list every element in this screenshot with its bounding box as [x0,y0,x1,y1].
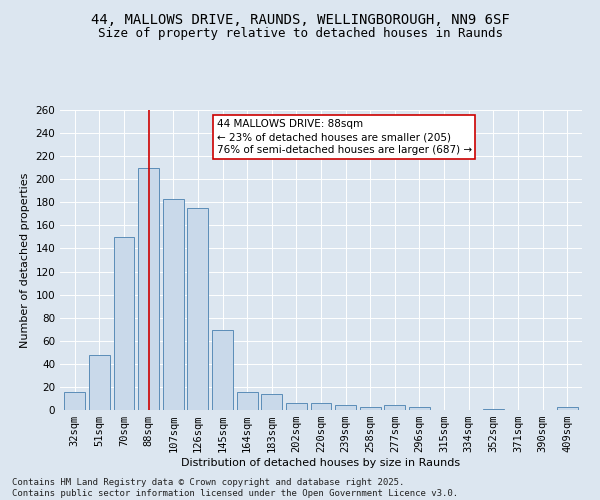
X-axis label: Distribution of detached houses by size in Raunds: Distribution of detached houses by size … [181,458,461,468]
Bar [236,392,257,410]
Bar [113,237,134,410]
Bar [483,409,504,410]
Bar [138,168,159,410]
Bar [187,208,208,410]
Bar [360,406,381,410]
Bar [286,403,307,410]
Bar [261,394,282,410]
Text: 44 MALLOWS DRIVE: 88sqm
← 23% of detached houses are smaller (205)
76% of semi-d: 44 MALLOWS DRIVE: 88sqm ← 23% of detache… [217,119,472,156]
Bar [311,403,331,410]
Bar [335,406,356,410]
Bar [385,406,406,410]
Bar [64,392,85,410]
Bar [163,199,184,410]
Bar [89,354,110,410]
Text: 44, MALLOWS DRIVE, RAUNDS, WELLINGBOROUGH, NN9 6SF: 44, MALLOWS DRIVE, RAUNDS, WELLINGBOROUG… [91,12,509,26]
Text: Size of property relative to detached houses in Raunds: Size of property relative to detached ho… [97,28,503,40]
Text: Contains HM Land Registry data © Crown copyright and database right 2025.
Contai: Contains HM Land Registry data © Crown c… [12,478,458,498]
Bar [409,406,430,410]
Bar [212,330,233,410]
Bar [557,406,578,410]
Y-axis label: Number of detached properties: Number of detached properties [20,172,30,348]
